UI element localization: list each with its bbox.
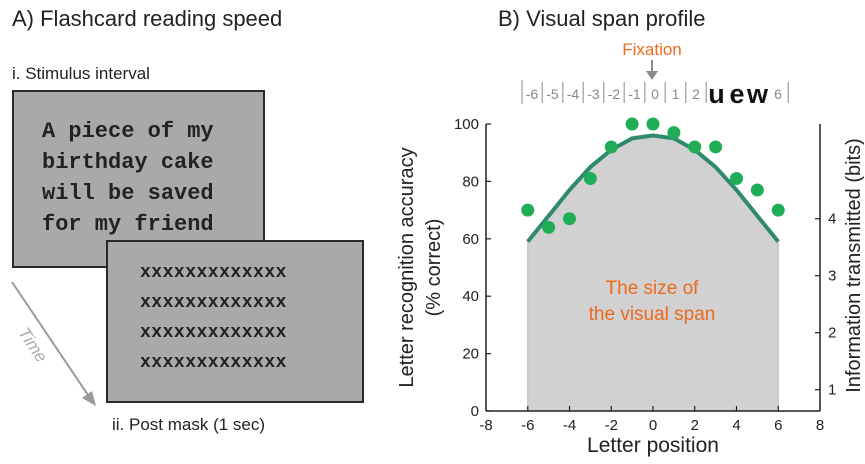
strip-letter: w [746, 79, 769, 109]
strip-position: -5 [546, 86, 559, 102]
data-point [563, 212, 576, 226]
y-tick-label: 20 [462, 346, 479, 363]
x-tick-label: 8 [816, 417, 824, 434]
strip-position: -3 [587, 86, 600, 102]
x-tick-label: 2 [691, 417, 699, 434]
y-right-tick-label: 3 [828, 268, 836, 285]
data-point [583, 172, 597, 186]
sentence-line: birthday cake [42, 150, 214, 175]
strip-position: 1 [672, 86, 680, 102]
y-axis-label-right: Information transmitted (bits) [843, 138, 865, 393]
strip-position: -1 [628, 86, 641, 102]
post-mask-label: ii. Post mask (1 sec) [112, 415, 266, 434]
y-axis-label-line1: Letter recognition accuracy [396, 147, 418, 387]
y-axis-label-line2: (% correct) [423, 219, 445, 317]
data-point [667, 126, 681, 140]
y-right-tick-label: 1 [828, 382, 836, 399]
mask-line: xxxxxxxxxxxxx [140, 293, 287, 313]
mask-lines: xxxxxxxxxxxxx xxxxxxxxxxxxx xxxxxxxxxxxx… [140, 258, 287, 378]
data-point [709, 140, 723, 154]
data-point [604, 140, 618, 154]
x-tick-label: 4 [732, 417, 740, 434]
x-tick-label: -4 [563, 417, 576, 434]
y-tick-label: 60 [462, 231, 479, 248]
panel-a-title: A) Flashcard reading speed [12, 6, 283, 31]
strip-position: -2 [608, 86, 621, 102]
sentence-line: for my friend [42, 212, 214, 237]
strip-position: 0 [651, 86, 659, 102]
post-mask-card: xxxxxxxxxxxxx xxxxxxxxxxxxx xxxxxxxxxxxx… [106, 240, 364, 403]
x-tick-label: 6 [774, 417, 782, 434]
stimulus-sentence: A piece of my birthday cake will be save… [42, 116, 214, 240]
panel-b-title: B) Visual span profile [498, 6, 706, 31]
y-tick-label: 100 [454, 116, 479, 133]
sentence-line: A piece of my [42, 119, 214, 144]
data-point [750, 183, 764, 197]
data-point [771, 203, 785, 217]
fixation-label: Fixation [622, 40, 682, 59]
y-tick-label: 80 [462, 173, 479, 190]
data-point [646, 117, 660, 131]
y-right-tick-label: 2 [828, 325, 836, 342]
span-annotation-line1: The size of [606, 278, 700, 299]
mask-line: xxxxxxxxxxxxx [140, 323, 287, 343]
time-arrow-head [82, 391, 96, 406]
data-point [542, 220, 556, 234]
y-tick-label: 40 [462, 288, 479, 305]
fixation-arrow-head [646, 71, 658, 80]
x-tick-label: -6 [521, 417, 534, 434]
data-point [730, 172, 743, 186]
sentence-line: will be saved [42, 181, 214, 206]
strip-letter: u [708, 79, 725, 109]
x-tick-label: -8 [479, 417, 492, 434]
mask-line: xxxxxxxxxxxxx [140, 353, 287, 373]
time-arrow-line [11, 281, 91, 399]
mask-line: xxxxxxxxxxxxx [140, 263, 287, 283]
fit-curve [526, 133, 780, 243]
data-point [688, 140, 702, 154]
x-tick-label: -2 [605, 417, 618, 434]
y-right-tick-label: 4 [828, 211, 836, 228]
span-annotation-line2: the visual span [589, 304, 716, 325]
strip-position: 6 [774, 86, 782, 102]
x-axis-label: Letter position [587, 434, 719, 457]
strip-position: -6 [526, 86, 539, 102]
time-arrow [11, 281, 96, 406]
data-point [625, 117, 639, 131]
data-point [521, 203, 535, 217]
x-tick-label: 0 [649, 417, 657, 434]
y-tick-label: 0 [471, 403, 479, 420]
stimulus-interval-label: i. Stimulus interval [12, 64, 150, 83]
strip-position: -4 [567, 86, 580, 102]
stimulus-card: A piece of my birthday cake will be save… [12, 90, 265, 268]
strip-position: 2 [692, 86, 700, 102]
strip-letter: e [729, 79, 744, 109]
